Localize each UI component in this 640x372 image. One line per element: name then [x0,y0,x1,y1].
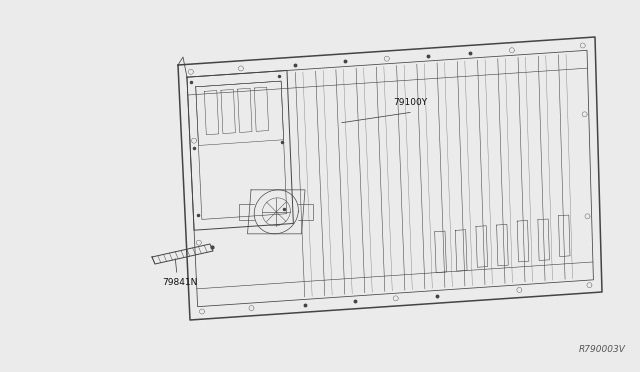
Text: 79841N: 79841N [162,278,197,287]
Text: R790003V: R790003V [579,345,626,354]
Text: 79100Y: 79100Y [393,98,427,107]
